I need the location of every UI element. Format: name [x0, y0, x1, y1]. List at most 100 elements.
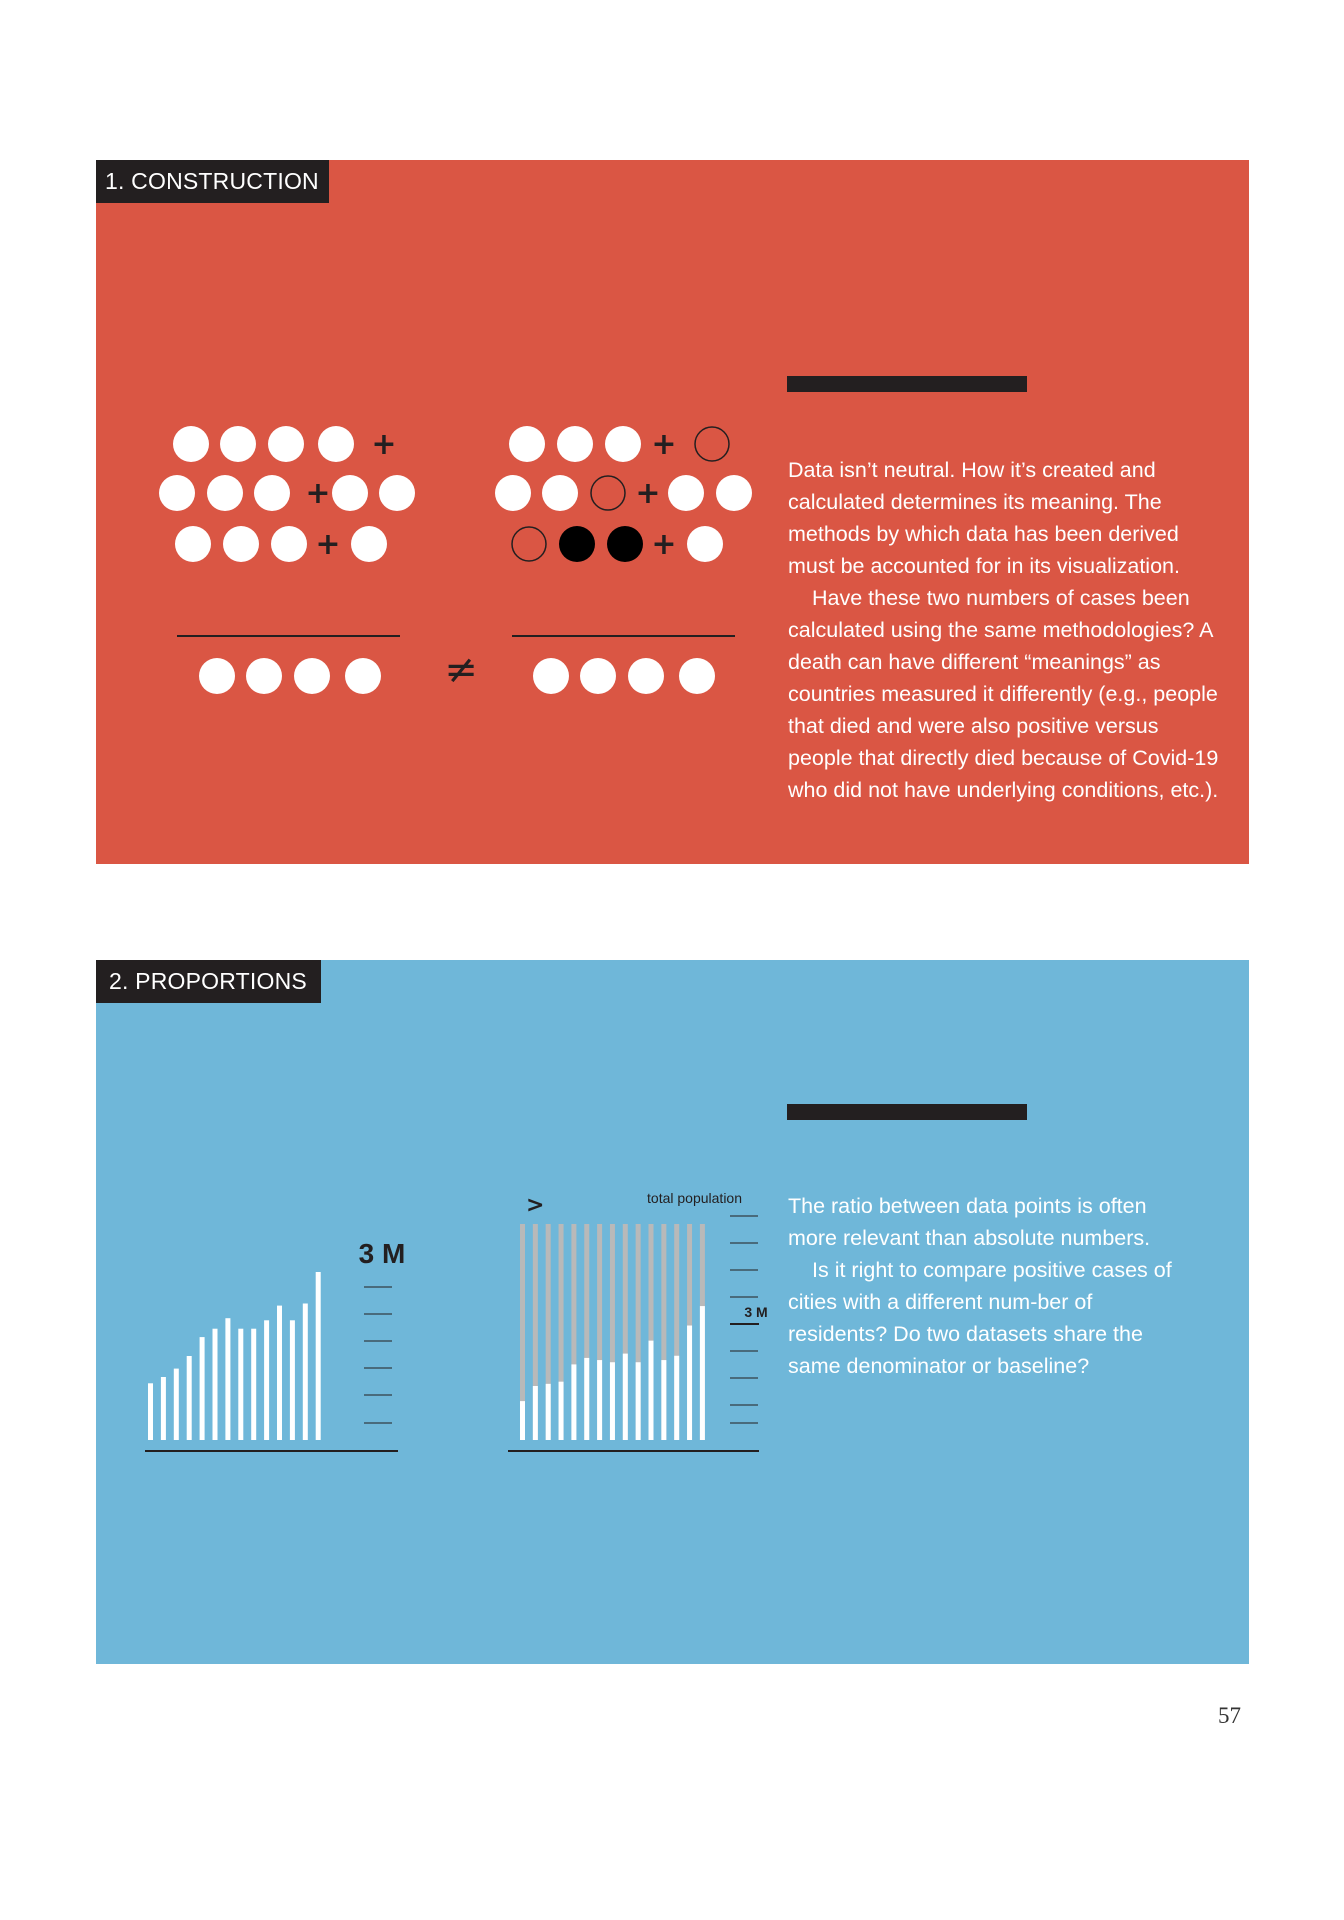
bar: [225, 1318, 231, 1440]
white-circle: [345, 658, 381, 694]
total-bar: [558, 1224, 564, 1440]
bar: [558, 1381, 564, 1440]
white-circle: [173, 426, 209, 462]
bar: [597, 1360, 603, 1440]
bar: [545, 1383, 551, 1440]
white-circle: [679, 658, 715, 694]
white-circle: [175, 526, 211, 562]
paragraph: Data isn’t neutral. How it’s created and…: [788, 458, 1180, 578]
comparison-symbol: >: [526, 1193, 544, 1218]
construction-illustration: + + + + + + ≠: [159, 426, 752, 694]
total-bar: [532, 1224, 538, 1440]
bar: [699, 1306, 705, 1440]
total-bar: [584, 1224, 590, 1440]
heading-rule: [787, 376, 1027, 392]
section-label: 2. PROPORTIONS: [96, 960, 321, 1003]
outline-circle: [511, 526, 547, 562]
paragraph: Have these two numbers of cases been cal…: [788, 586, 1219, 802]
construction-panel: 1. CONSTRUCTION + + + + + + ≠ Data isn’t neu…: [96, 160, 1249, 864]
white-circle: [268, 426, 304, 462]
paragraph: Is it right to compare positive cases of…: [788, 1258, 1172, 1378]
white-circle: [533, 658, 569, 694]
proportions-body-text: The ratio between data points is often m…: [788, 1190, 1188, 1382]
white-circle: [542, 475, 578, 511]
bar: [212, 1328, 218, 1440]
bar: [238, 1328, 244, 1440]
total-bar: [648, 1224, 654, 1440]
bar: [532, 1386, 538, 1440]
proportions-panel: 2. PROPORTIONS 3 M > total population 3 …: [96, 960, 1249, 1664]
bar: [687, 1325, 693, 1440]
plus-sign: +: [635, 476, 660, 511]
plus-sign: +: [651, 527, 676, 562]
bar: [199, 1337, 205, 1440]
section-label: 1. CONSTRUCTION: [96, 160, 329, 203]
right-result-circles: [533, 658, 715, 694]
page-number: 57: [1218, 1703, 1241, 1728]
total-population-label: total population: [647, 1190, 742, 1206]
bar: [674, 1355, 680, 1440]
white-circle: [294, 658, 330, 694]
left-result-circles: [199, 658, 381, 694]
right-bar-chart: [520, 1224, 705, 1440]
right-chart-ticks: [730, 1215, 758, 1424]
black-circle: [559, 526, 595, 562]
bar: [160, 1377, 166, 1440]
white-circle: [668, 475, 704, 511]
left-chart-ticks: [364, 1286, 392, 1424]
bar: [186, 1356, 192, 1440]
bar: [289, 1320, 295, 1440]
white-circle: [580, 658, 616, 694]
right-chart-mark-label: 3 M: [744, 1304, 767, 1320]
total-bar: [571, 1224, 577, 1440]
white-circle: [207, 475, 243, 511]
plus-sign: +: [305, 476, 330, 511]
bar: [315, 1272, 321, 1440]
construction-body-text: Data isn’t neutral. How it’s created and…: [788, 454, 1228, 806]
total-bar: [674, 1224, 680, 1440]
white-circle: [199, 658, 235, 694]
white-circle: [379, 475, 415, 511]
bar: [622, 1353, 628, 1440]
bar: [302, 1303, 308, 1440]
total-bar: [609, 1224, 615, 1440]
bar: [264, 1320, 270, 1440]
outline-circle: [694, 426, 730, 462]
white-circle: [220, 426, 256, 462]
paragraph: The ratio between data points is often m…: [788, 1194, 1151, 1250]
bar: [584, 1357, 590, 1440]
bar: [648, 1340, 654, 1440]
white-circle: [254, 475, 290, 511]
bar: [251, 1328, 257, 1440]
plus-sign: +: [371, 427, 396, 462]
total-bar: [622, 1224, 628, 1440]
left-circle-sum: + + +: [159, 426, 415, 562]
left-chart-value-label: 3 M: [359, 1238, 406, 1269]
white-circle: [509, 426, 545, 462]
bar: [571, 1364, 577, 1440]
outline-circle: [590, 475, 626, 511]
white-circle: [687, 526, 723, 562]
bar: [277, 1305, 282, 1440]
proportions-illustration: 3 M > total population 3 M: [145, 1190, 768, 1452]
total-bar: [635, 1224, 641, 1440]
white-circle: [495, 475, 531, 511]
bar: [635, 1362, 641, 1440]
total-bar: [520, 1224, 525, 1440]
right-circle-sum: + + +: [495, 426, 752, 562]
heading-rule: [787, 1104, 1027, 1120]
white-circle: [351, 526, 387, 562]
white-circle: [159, 475, 195, 511]
total-bar: [545, 1224, 551, 1440]
bar: [520, 1401, 525, 1440]
white-circle: [271, 526, 307, 562]
white-circle: [223, 526, 259, 562]
total-bar: [661, 1224, 667, 1440]
bar: [148, 1383, 153, 1440]
black-circle: [607, 526, 643, 562]
white-circle: [716, 475, 752, 511]
white-circle: [605, 426, 641, 462]
total-bar: [597, 1224, 603, 1440]
left-bar-chart: [148, 1272, 321, 1440]
white-circle: [318, 426, 354, 462]
